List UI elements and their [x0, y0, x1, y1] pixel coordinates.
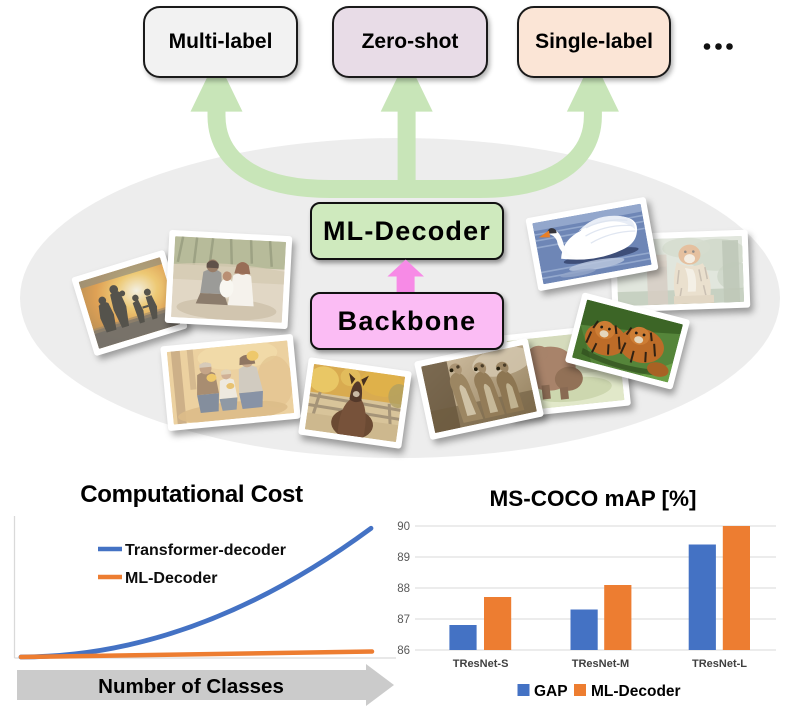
svg-text:MS-COCO mAP [%]: MS-COCO mAP [%]: [489, 486, 696, 511]
svg-text:TResNet-M: TResNet-M: [572, 658, 629, 670]
svg-text:TResNet-L: TResNet-L: [692, 658, 747, 670]
svg-text:Number of Classes: Number of Classes: [98, 675, 284, 698]
svg-text:TResNet-S: TResNet-S: [453, 658, 509, 670]
svg-text:Transformer-decoder: Transformer-decoder: [125, 542, 286, 559]
svg-text:90: 90: [397, 521, 410, 533]
svg-text:GAP: GAP: [534, 683, 568, 700]
svg-text:86: 86: [397, 645, 410, 657]
svg-text:88: 88: [397, 583, 410, 595]
svg-text:87: 87: [397, 614, 410, 626]
svg-text:ML-Decoder: ML-Decoder: [125, 570, 217, 587]
svg-text:ML-Decoder: ML-Decoder: [591, 683, 681, 700]
svg-text:89: 89: [397, 552, 410, 564]
